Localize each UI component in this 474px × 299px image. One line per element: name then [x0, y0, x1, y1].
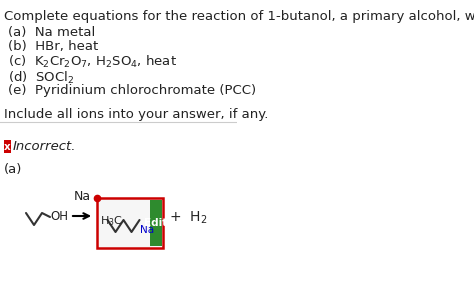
Text: (b)  HBr, heat: (b) HBr, heat [8, 40, 98, 53]
Bar [149, 200, 162, 246]
Text: $+$  H$_2$: $+$ H$_2$ [169, 210, 207, 226]
Text: Na: Na [140, 225, 154, 235]
Text: H$_3$C: H$_3$C [100, 214, 123, 228]
Text: Na: Na [73, 190, 91, 203]
Text: (a)  Na metal: (a) Na metal [8, 26, 95, 39]
Text: x: x [4, 141, 10, 152]
Text: (a): (a) [4, 163, 22, 176]
Bar [4, 140, 10, 153]
Text: Edit: Edit [144, 218, 167, 228]
Text: (e)  Pyridinium chlorochromate (PCC): (e) Pyridinium chlorochromate (PCC) [8, 84, 256, 97]
Text: (d)  SOCl$_2$: (d) SOCl$_2$ [8, 70, 74, 86]
Text: Include all ions into your answer, if any.: Include all ions into your answer, if an… [4, 108, 268, 121]
Bar [97, 198, 163, 248]
Text: (c)  K$_2$Cr$_2$O$_7$, H$_2$SO$_4$, heat: (c) K$_2$Cr$_2$O$_7$, H$_2$SO$_4$, heat [8, 54, 177, 70]
Text: Complete equations for the reaction of 1-butanol, a primary alcohol, with these : Complete equations for the reaction of 1… [4, 10, 474, 23]
Text: OH: OH [50, 210, 68, 223]
Text: Incorrect.: Incorrect. [13, 140, 76, 153]
